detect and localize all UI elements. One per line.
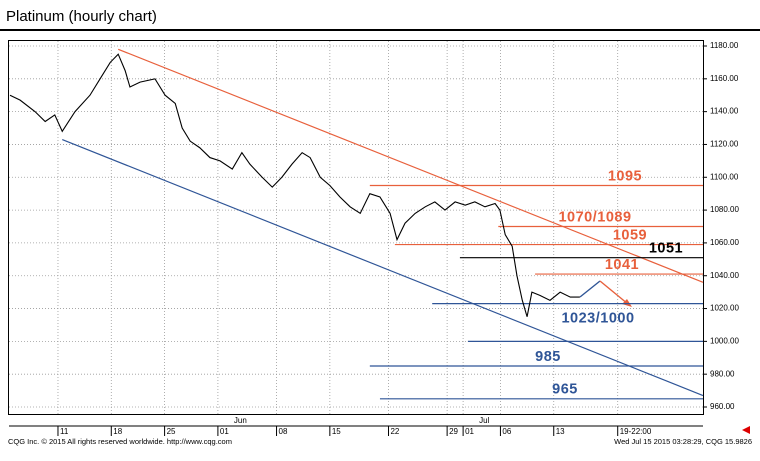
level-label: 1051 <box>649 241 683 257</box>
chart-title: Platinum (hourly chart) <box>6 8 157 25</box>
x-tick-label: 25 <box>167 427 176 436</box>
plot-frame <box>8 40 704 415</box>
level-label: 1041 <box>605 257 639 273</box>
trend-line <box>62 138 704 397</box>
level-label: 985 <box>535 349 561 365</box>
level-label: 965 <box>552 382 578 398</box>
y-tick-label: 1120.00 <box>710 140 739 149</box>
y-tick-label: 980.00 <box>710 369 735 378</box>
price-line <box>9 53 580 317</box>
x-tick-label: 11 <box>60 427 69 436</box>
month-label: Jun <box>234 416 247 425</box>
y-tick-label: 1060.00 <box>710 238 739 247</box>
y-tick-label: 1000.00 <box>710 336 739 345</box>
footer-left: CQG Inc. © 2015 All rights reserved worl… <box>8 437 232 446</box>
x-tick-label: 08 <box>279 427 288 436</box>
x-tick-label: 01 <box>220 427 229 436</box>
trend-line <box>117 48 704 283</box>
level-label: 1070/1089 <box>558 209 631 225</box>
y-tick-label: 1160.00 <box>710 74 739 83</box>
y-tick-label: 1140.00 <box>710 107 739 116</box>
y-tick-label: 1180.00 <box>710 41 739 50</box>
projection-up <box>579 280 601 298</box>
x-tick-label: 06 <box>502 427 511 436</box>
x-tick-label: 13 <box>556 427 565 436</box>
month-label: Jul <box>479 416 489 425</box>
level-label: 1059 <box>613 227 647 243</box>
projection-down <box>599 280 629 305</box>
y-tick-label: 1020.00 <box>710 304 739 313</box>
footer-right: Wed Jul 15 2015 03:28:29, CQG 15.9826 <box>614 437 752 446</box>
title-rule <box>0 29 760 31</box>
x-tick-label: 01 <box>465 427 474 436</box>
y-tick-label: 1040.00 <box>710 271 739 280</box>
x-tick-label: 29 <box>449 427 458 436</box>
x-tick-label: 18 <box>113 427 122 436</box>
level-label: 1023/1000 <box>561 310 634 326</box>
x-tick-label: 19-22:00 <box>620 427 652 436</box>
scroll-arrow <box>742 426 750 434</box>
level-label: 1095 <box>608 168 642 184</box>
x-tick-label: 22 <box>390 427 399 436</box>
y-tick-label: 1080.00 <box>710 205 739 214</box>
arrow-head <box>622 299 632 307</box>
y-tick-label: 1100.00 <box>710 172 739 181</box>
y-tick-label: 960.00 <box>710 402 735 411</box>
x-tick-label: 15 <box>332 427 341 436</box>
